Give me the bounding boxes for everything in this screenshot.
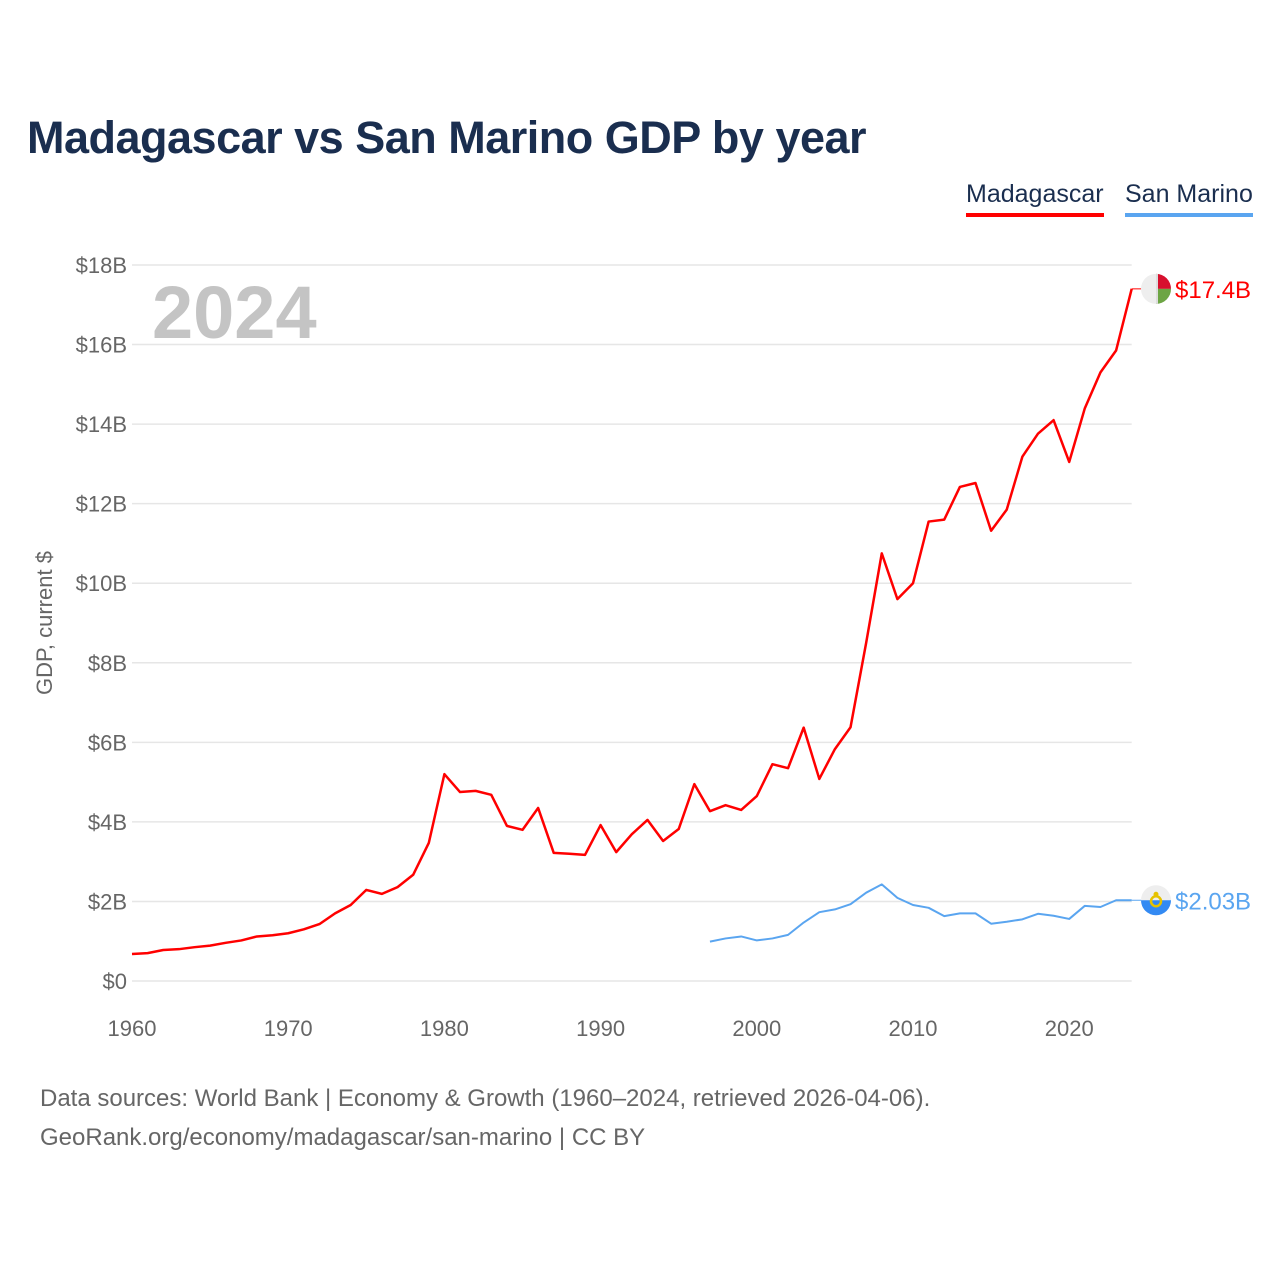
y-tick-label: $6B [88, 730, 127, 755]
end-value-label: $17.4B [1175, 277, 1251, 304]
x-tick-label: 1990 [576, 1016, 625, 1041]
page-title: Madagascar vs San Marino GDP by year [27, 112, 867, 163]
x-tick-label: 2020 [1045, 1016, 1094, 1041]
y-axis-label: GDP, current $ [32, 551, 57, 695]
y-tick-label: $10B [76, 571, 127, 596]
y-tick-label: $4B [88, 810, 127, 835]
y-tick-label: $8B [88, 651, 127, 676]
y-tick-label: $2B [88, 889, 127, 914]
y-tick-label: $18B [76, 253, 127, 278]
y-tick-label: $12B [76, 492, 127, 517]
year-watermark: 2024 [152, 271, 317, 354]
x-tick-label: 1960 [108, 1016, 157, 1041]
series-line-madagascar [131, 288, 1133, 956]
legend-san-marino[interactable]: San Marino [1125, 180, 1253, 217]
y-tick-label: $0 [103, 969, 127, 994]
x-tick-label: 1970 [264, 1016, 313, 1041]
san-marino-flag-icon [1141, 885, 1171, 916]
y-tick-label: $16B [76, 333, 127, 358]
end-value-label: $2.03B [1175, 888, 1251, 915]
legend-madagascar[interactable]: Madagascar [966, 180, 1104, 217]
x-tick-label: 2000 [732, 1016, 781, 1041]
footer-sources: Data sources: World Bank | Economy & Gro… [40, 1085, 931, 1112]
x-tick-label: 2010 [889, 1016, 938, 1041]
y-tick-label: $14B [76, 412, 127, 437]
x-tick-label: 1980 [420, 1016, 469, 1041]
footer-link[interactable]: GeoRank.org/economy/madagascar/san-marin… [40, 1124, 646, 1151]
series-line-san-marino [709, 883, 1132, 943]
madagascar-flag-icon [1141, 273, 1172, 304]
